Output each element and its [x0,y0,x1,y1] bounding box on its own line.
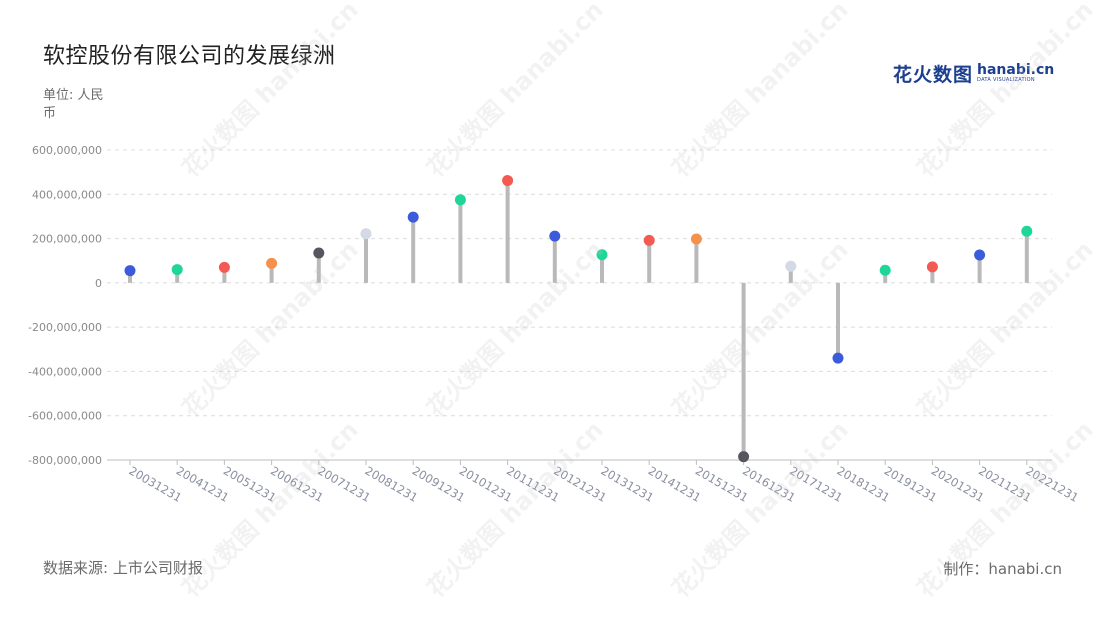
lollipop-stem [269,263,274,283]
x-tick-label: 20221231 [1023,463,1081,504]
lollipop-stem [977,254,982,283]
lollipop-dot [926,261,938,273]
x-tick-label: 20071231 [315,463,373,504]
lollipop-stem [836,282,840,359]
x-tick-label: 20131231 [599,463,657,504]
lollipop-dot [738,451,750,463]
x-tick-label: 20081231 [363,463,421,504]
lollipop-dot [360,228,372,240]
y-tick-label: 0 [95,277,102,290]
lollipop-dot [313,247,325,259]
lollipop-dot [266,257,278,269]
lollipop-dot [643,234,655,246]
y-tick-label: 600,000,000 [32,144,102,157]
lollipop-stem [552,236,557,283]
x-tick-label: 20151231 [693,463,751,504]
lollipop-dot [407,211,419,223]
lollipop-stem [458,199,463,283]
y-tick-label: 200,000,000 [32,233,102,246]
x-tick-label: 20211231 [976,463,1034,504]
lollipop-dot [502,175,514,187]
x-tick-label: 20091231 [410,463,468,504]
x-tick-label: 20121231 [551,463,609,504]
lollipop-stem [505,180,510,283]
lollipop-dot [596,249,608,261]
lollipop-stem [222,267,227,283]
x-tick-label: 20181231 [835,463,893,504]
y-tick-label: -400,000,000 [28,365,102,378]
lollipop-dot [171,264,183,276]
x-tick-label: 20191231 [882,463,940,504]
x-tick-label: 20201231 [929,463,987,504]
data-source: 数据来源: 上市公司财报 [43,559,203,577]
lollipop-dot [785,260,797,272]
lollipop-stem [647,240,652,283]
x-tick-label: 20171231 [787,463,845,504]
logo-subtitle-text: DATA VISUALIZATION [977,77,1035,83]
lollipop-dot [974,249,986,261]
lollipop-dot [124,265,136,277]
lollipop-dot [549,230,561,242]
x-tick-label: 20101231 [457,463,515,504]
lollipop-stem [600,254,604,283]
x-tick-label: 20051231 [221,463,279,504]
lollipop-stem [364,233,368,283]
lollipop-stem [411,217,416,283]
x-tick-label: 20141231 [646,463,704,504]
brand-logo: 花火数图 hanabi.cn DATA VISUALIZATION [893,60,1054,86]
x-tick-label: 20061231 [268,463,326,504]
logo-english-text: hanabi.cn [977,62,1055,78]
lollipop-dot [1021,225,1033,237]
axis-layer: 600,000,000 400,000,000 200,000,000 0 -200,0… [28,144,1081,505]
lollipop-stem [1024,231,1029,283]
x-tick-label: 20031231 [127,463,185,504]
lollipop-dot [879,264,891,276]
unit-label: 单位: 人民币 [43,88,104,121]
lollipop-dot [832,352,844,364]
lollipop-stem [694,239,699,283]
y-tick-label: 400,000,000 [32,188,102,201]
y-tick-label: -800,000,000 [28,454,102,467]
lollipop-dot [218,261,230,273]
credit-text: 制作：hanabi.cn [943,560,1062,578]
lollipop-dot [690,233,702,245]
y-tick-label: -200,000,000 [28,321,102,334]
lollipop-stem [128,270,132,283]
x-tick-label: 20041231 [174,463,232,504]
mark-layer [124,175,1033,463]
y-tick-label: -600,000,000 [28,410,102,423]
x-tick-label: 20161231 [740,463,798,504]
grid-layer [107,149,1052,417]
lollipop-stem [741,282,746,457]
logo-english-block: hanabi.cn DATA VISUALIZATION [977,63,1054,83]
logo-chinese-text: 花火数图 [893,63,974,86]
lollipop-stem [316,252,321,283]
lollipop-stem [883,270,888,283]
lollipop-dot [454,194,466,206]
x-tick-label: 20111231 [504,463,562,504]
lollipop-stem [175,269,180,283]
lollipop-stem [788,266,793,283]
lollipop-stem [930,266,935,283]
chart-title: 软控股份有限公司的发展绿洲 [43,44,336,69]
